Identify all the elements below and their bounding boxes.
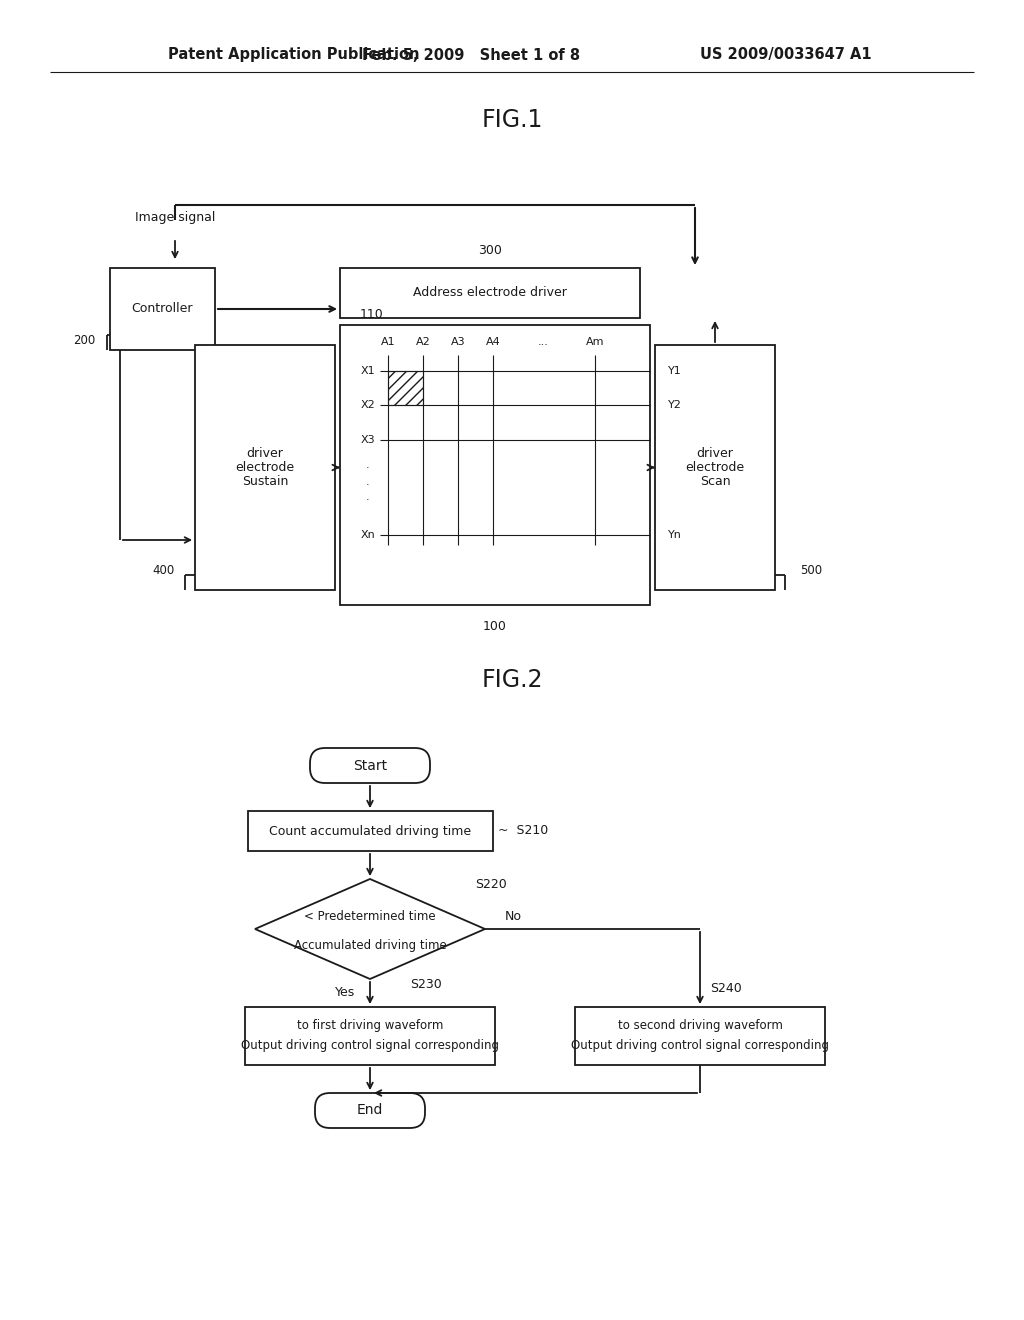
Text: Patent Application Publication: Patent Application Publication [168, 48, 420, 62]
Text: Controller: Controller [132, 302, 194, 315]
Text: 110: 110 [360, 309, 384, 322]
Text: Scan: Scan [699, 475, 730, 488]
Text: Y1: Y1 [668, 366, 682, 376]
Bar [575, 1007, 825, 1065]
Text: A1: A1 [381, 337, 395, 347]
Text: FIG.2: FIG.2 [481, 668, 543, 692]
Text: electrode: electrode [685, 461, 744, 474]
Text: driver: driver [247, 447, 284, 459]
Text: S230: S230 [410, 978, 441, 990]
Text: ·: · [367, 495, 370, 506]
Text: 500: 500 [800, 564, 822, 577]
Text: ~  S210: ~ S210 [498, 825, 548, 837]
Text: X3: X3 [360, 436, 376, 445]
FancyBboxPatch shape [315, 1093, 425, 1129]
Text: Yn: Yn [668, 531, 682, 540]
Text: US 2009/0033647 A1: US 2009/0033647 A1 [700, 48, 871, 62]
Text: ...: ... [538, 337, 549, 347]
Text: Address electrode driver: Address electrode driver [413, 286, 567, 300]
Text: X2: X2 [360, 400, 376, 411]
Text: 300: 300 [478, 243, 502, 256]
Bar [655, 345, 775, 590]
Text: ·: · [367, 463, 370, 473]
Text: FIG.1: FIG.1 [481, 108, 543, 132]
Text: A4: A4 [485, 337, 501, 347]
Text: driver: driver [696, 447, 733, 459]
Text: electrode: electrode [236, 461, 295, 474]
Text: to second driving waveform: to second driving waveform [617, 1019, 782, 1032]
Text: 400: 400 [153, 564, 175, 577]
Text: Count accumulated driving time: Count accumulated driving time [269, 825, 471, 837]
Text: A2: A2 [416, 337, 430, 347]
Text: < Predetermined time: < Predetermined time [304, 911, 436, 924]
Text: Output driving control signal corresponding: Output driving control signal correspond… [571, 1040, 829, 1052]
Text: No: No [505, 911, 521, 924]
Bar [340, 268, 640, 318]
Text: S240: S240 [710, 982, 741, 995]
Text: ·: · [367, 480, 370, 490]
Bar [245, 1007, 495, 1065]
Bar [248, 810, 493, 851]
Bar [195, 345, 335, 590]
Bar [388, 371, 423, 405]
Text: Sustain: Sustain [242, 475, 288, 488]
Text: Y2: Y2 [668, 400, 682, 411]
Text: Am: Am [586, 337, 604, 347]
Text: Accumulated driving time: Accumulated driving time [294, 939, 446, 952]
Text: to first driving waveform: to first driving waveform [297, 1019, 443, 1032]
Text: S220: S220 [475, 878, 507, 891]
Text: A3: A3 [451, 337, 465, 347]
Text: 100: 100 [483, 620, 507, 634]
Text: Output driving control signal corresponding: Output driving control signal correspond… [241, 1040, 499, 1052]
Text: End: End [356, 1104, 383, 1118]
Text: Xn: Xn [360, 531, 376, 540]
Polygon shape [255, 879, 485, 979]
Bar [340, 325, 650, 605]
Text: Image signal: Image signal [135, 211, 215, 224]
FancyBboxPatch shape [310, 748, 430, 783]
Text: Start: Start [353, 759, 387, 772]
Bar [110, 268, 215, 350]
Text: Feb. 5, 2009   Sheet 1 of 8: Feb. 5, 2009 Sheet 1 of 8 [362, 48, 581, 62]
Text: Yes: Yes [335, 986, 355, 999]
Text: X1: X1 [360, 366, 376, 376]
Text: 200: 200 [73, 334, 95, 346]
